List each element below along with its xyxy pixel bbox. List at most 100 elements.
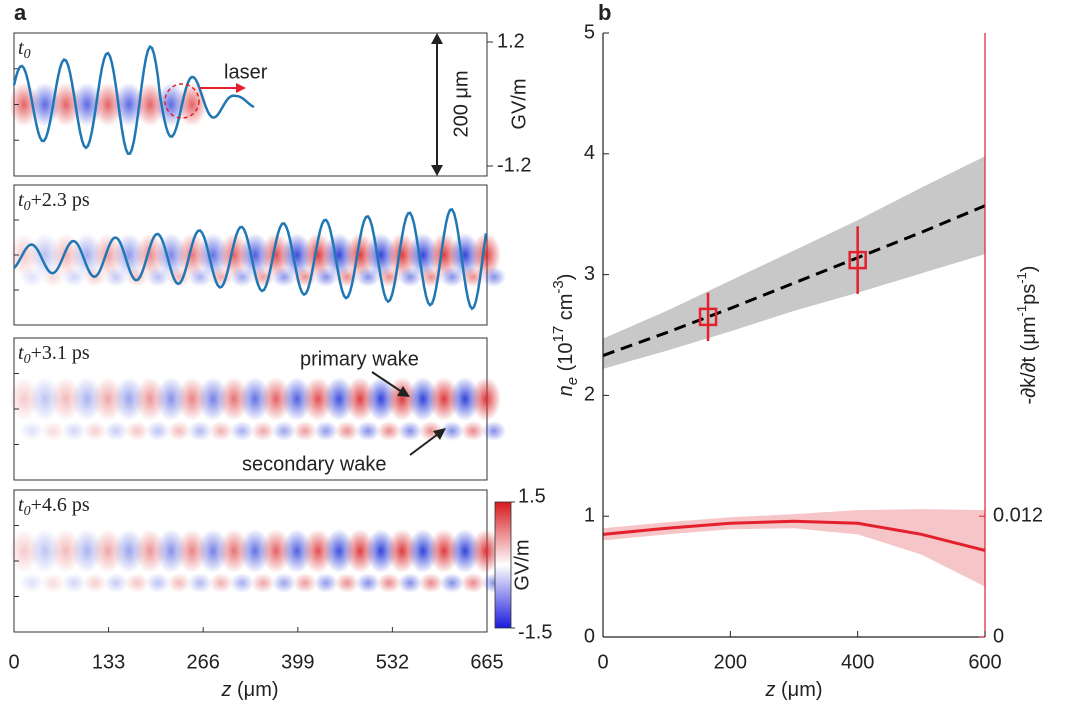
field-lobe bbox=[461, 573, 485, 593]
field-lobe bbox=[93, 529, 123, 573]
field-lobe bbox=[240, 529, 270, 573]
y-tick-label: 3 bbox=[584, 263, 595, 285]
field-lobe bbox=[356, 421, 380, 441]
x-tick-label: 532 bbox=[376, 651, 409, 673]
field-lobe bbox=[261, 233, 291, 277]
label-part: ) bbox=[555, 274, 577, 281]
axis-label: z (μm) bbox=[764, 679, 822, 701]
axis-label: z (μm) bbox=[220, 679, 278, 701]
label-part: z bbox=[220, 679, 231, 701]
field-lobe bbox=[51, 529, 81, 573]
field-lobe bbox=[429, 233, 459, 277]
label-part: ps bbox=[1018, 284, 1040, 305]
field-lobe bbox=[440, 421, 464, 441]
label-part: +3.1 ps bbox=[31, 342, 90, 364]
field-lobe bbox=[177, 233, 207, 277]
y-tick-label: 0 bbox=[584, 625, 595, 647]
field-lobe bbox=[209, 573, 233, 593]
field-lobe bbox=[356, 573, 380, 593]
field-lobe bbox=[366, 233, 396, 277]
x-tick-label: 399 bbox=[281, 651, 314, 673]
field-lobe bbox=[429, 377, 459, 421]
label-part: (10 bbox=[555, 342, 577, 376]
probe-wave bbox=[12, 44, 255, 156]
field-lobe bbox=[272, 421, 296, 441]
y-tick-label: 5 bbox=[584, 21, 595, 43]
field-lobe bbox=[30, 529, 60, 573]
field-lobe bbox=[177, 377, 207, 421]
arrow-head bbox=[397, 386, 410, 397]
field-lobe bbox=[366, 377, 396, 421]
field-lobe bbox=[41, 421, 65, 441]
field-lobe bbox=[177, 529, 207, 573]
field-lobe bbox=[156, 529, 186, 573]
field-lobe bbox=[345, 377, 375, 421]
field-lobe bbox=[230, 421, 254, 441]
arrow bbox=[409, 433, 439, 456]
field-lobe bbox=[219, 529, 249, 573]
field-lobe bbox=[156, 377, 186, 421]
field-lobe bbox=[303, 529, 333, 573]
field-lobe bbox=[282, 377, 312, 421]
field-map bbox=[9, 529, 506, 593]
x-tick-label: 0 bbox=[597, 651, 608, 673]
field-lobe bbox=[303, 377, 333, 421]
field-lobe bbox=[125, 421, 149, 441]
field-tick-label: -1.2 bbox=[497, 154, 531, 176]
field-lobe bbox=[146, 573, 170, 593]
field-lobe bbox=[251, 421, 275, 441]
field-lobe bbox=[83, 421, 107, 441]
field-lobe bbox=[240, 377, 270, 421]
x-tick-label: 200 bbox=[714, 651, 747, 673]
field-lobe bbox=[408, 377, 438, 421]
annotation: laser bbox=[224, 61, 268, 83]
field-lobe bbox=[51, 377, 81, 421]
field-tick-label: 1.2 bbox=[497, 30, 525, 52]
x-tick-label: 400 bbox=[841, 651, 874, 673]
field-lobe bbox=[471, 529, 501, 573]
field-lobe bbox=[398, 573, 422, 593]
x-tick-label: 266 bbox=[187, 651, 220, 673]
field-lobe bbox=[272, 573, 296, 593]
colorbar-unit: GV/m bbox=[511, 539, 533, 590]
laser-marker bbox=[164, 83, 200, 119]
annotation: primary wake bbox=[300, 348, 419, 370]
band bbox=[603, 156, 985, 369]
field-lobe bbox=[20, 573, 44, 593]
scale-label: 200 μm bbox=[450, 70, 472, 137]
y2-tick-label: 0 bbox=[993, 625, 1004, 647]
field-lobe bbox=[114, 82, 144, 127]
field-lobe bbox=[135, 82, 165, 127]
x-tick-label: 665 bbox=[470, 651, 503, 673]
field-lobe bbox=[471, 377, 501, 421]
field-map bbox=[9, 377, 506, 441]
label-part: t bbox=[18, 189, 24, 211]
field-lobe bbox=[198, 529, 228, 573]
field-lobe bbox=[72, 377, 102, 421]
field-lobe bbox=[114, 377, 144, 421]
colorbar-tick-label: 1.5 bbox=[518, 485, 546, 507]
y2-tick-label: 0.012 bbox=[993, 504, 1043, 526]
label-part: 0 bbox=[24, 47, 31, 62]
field-lobe bbox=[324, 377, 354, 421]
field-lobe bbox=[20, 421, 44, 441]
label-part: t bbox=[18, 342, 24, 364]
field-lobe bbox=[167, 421, 191, 441]
label-part: e bbox=[564, 377, 581, 385]
label-part: 0 bbox=[24, 504, 31, 519]
field-lobe bbox=[387, 529, 417, 573]
x-tick-label: 600 bbox=[968, 651, 1001, 673]
field-lobe bbox=[188, 573, 212, 593]
field-lobe bbox=[72, 233, 102, 277]
arrow bbox=[371, 371, 403, 393]
annotation: secondary wake bbox=[242, 453, 387, 475]
field-lobe bbox=[135, 377, 165, 421]
label-part: z bbox=[764, 679, 775, 701]
field-lobe bbox=[9, 377, 39, 421]
field-lobe bbox=[9, 529, 39, 573]
axis-label: t0+4.6 ps bbox=[18, 494, 90, 520]
label-part: 0 bbox=[24, 352, 31, 367]
line bbox=[602, 204, 986, 357]
field-lobe bbox=[93, 377, 123, 421]
field-lobe bbox=[167, 573, 191, 593]
